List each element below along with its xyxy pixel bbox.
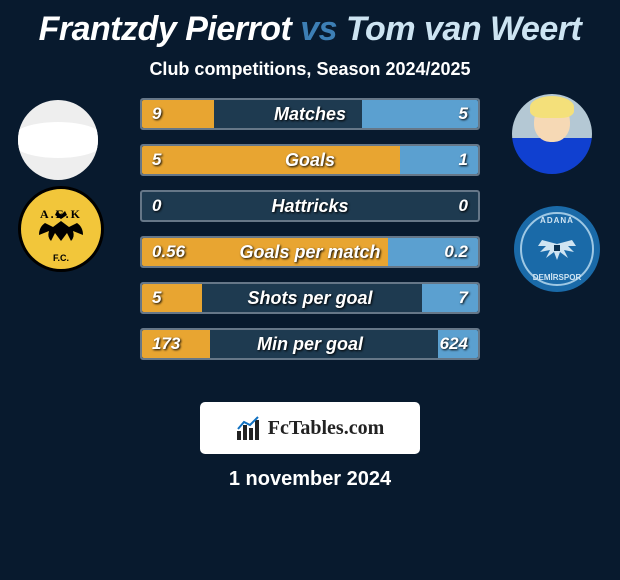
club2-bottom: DEMİRSPOR: [533, 273, 581, 282]
stat-row-hattricks: 00Hattricks: [140, 190, 480, 222]
player2-name: Tom van Weert: [346, 10, 581, 48]
player1-avatar: [18, 100, 98, 180]
player2-avatar: [512, 94, 592, 174]
fctables-logo-icon: [236, 415, 262, 441]
stat-row-min-per-goal: 173624Min per goal: [140, 328, 480, 360]
date-label: 1 november 2024: [0, 468, 620, 491]
demirspor-badge: ADANA DEMİRSPOR: [514, 206, 600, 292]
watermark: FcTables.com: [200, 402, 420, 454]
stat-row-goals-per-match: 0.560.2Goals per match: [140, 236, 480, 268]
aek-badge: A.E.K F.C.: [18, 186, 104, 272]
player2-club-badge: ADANA DEMİRSPOR: [512, 204, 602, 294]
stat-bars: 95Matches 51Goals 00Hattricks 0.560.2Goals …: [140, 98, 480, 374]
stat-row-goals: 51Goals: [140, 144, 480, 176]
comparison-title: Frantzdy Pierrot vs Tom van Weert: [0, 0, 620, 49]
watermark-text: FcTables.com: [268, 417, 384, 440]
stat-row-shots-per-goal: 57Shots per goal: [140, 282, 480, 314]
versus-label: vs: [300, 10, 337, 48]
stat-label: Hattricks: [140, 190, 480, 222]
stat-label: Goals per match: [140, 236, 480, 268]
player1-name: Frantzdy Pierrot: [39, 10, 292, 48]
stat-label: Shots per goal: [140, 282, 480, 314]
player1-club-badge: A.E.K F.C.: [16, 184, 106, 274]
wings-icon: [532, 236, 582, 262]
stat-label: Matches: [140, 98, 480, 130]
stat-row-matches: 95Matches: [140, 98, 480, 130]
stats-arena: A.E.K F.C. ADANA DEMİRSPOR 95Matches 51Go…: [0, 98, 620, 388]
club2-top: ADANA: [540, 216, 574, 225]
aek-fc: F.C.: [53, 253, 69, 263]
stat-label: Goals: [140, 144, 480, 176]
subtitle: Club competitions, Season 2024/2025: [0, 59, 620, 80]
eagle-icon: [37, 211, 85, 245]
stat-label: Min per goal: [140, 328, 480, 360]
